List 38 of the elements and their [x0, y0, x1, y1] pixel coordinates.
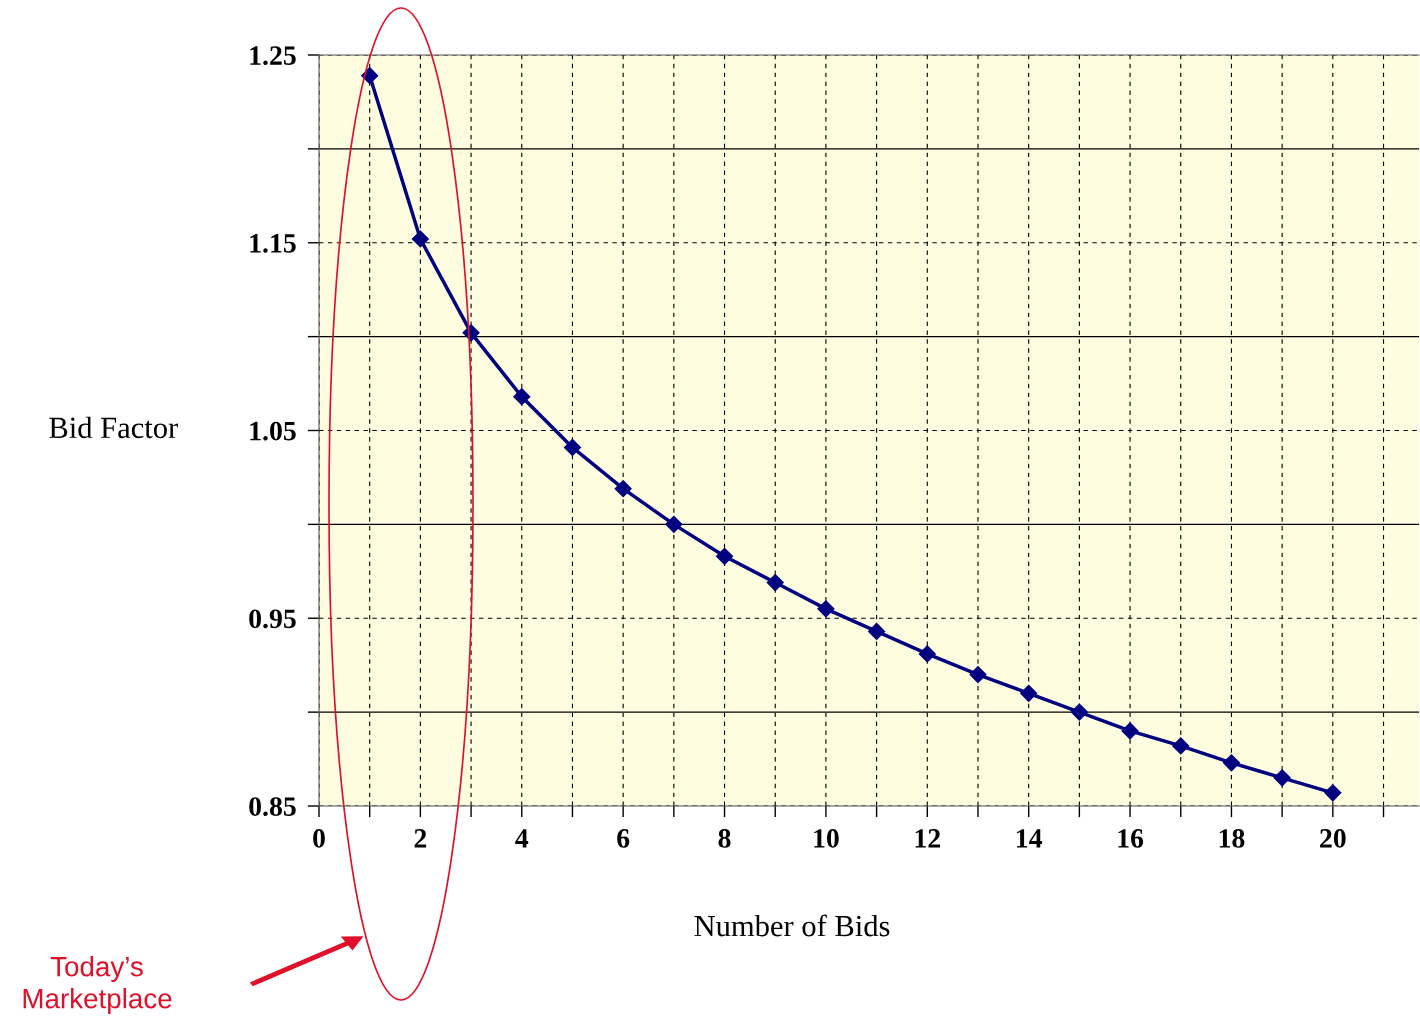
- point: [1324, 784, 1342, 802]
- x-tick-label: 6: [617, 829, 630, 848]
- y-tick-label: 0.95: [249, 609, 296, 629]
- point: [918, 645, 936, 663]
- point: [1273, 769, 1291, 787]
- x-tick-label: 14: [1017, 829, 1043, 848]
- point: [411, 230, 429, 248]
- x-tick-label: 8: [718, 829, 731, 848]
- x-tick-label: 16: [1118, 829, 1144, 848]
- x-tick-label: 10: [814, 829, 839, 848]
- point: [1020, 684, 1038, 702]
- point: [1070, 703, 1088, 721]
- point: [868, 622, 886, 640]
- x-tick-label: 18: [1219, 829, 1245, 848]
- point: [361, 67, 379, 85]
- point: [715, 547, 734, 565]
- y-tick-label: 1.05: [250, 421, 296, 441]
- point: [513, 388, 531, 406]
- point: [614, 480, 632, 498]
- point: [1121, 722, 1139, 740]
- y-tick-label: 0.85: [249, 797, 296, 817]
- point: [969, 666, 987, 684]
- point: [817, 600, 835, 618]
- point: [1222, 754, 1240, 772]
- point: [1172, 737, 1190, 755]
- x-axis-title: Number of Bids: [694, 914, 890, 937]
- x-tick-label: 12: [915, 829, 940, 848]
- point: [665, 515, 683, 533]
- x-tick-label: 4: [515, 829, 529, 848]
- point: [563, 438, 582, 456]
- x-tick-label: 20: [1320, 829, 1346, 848]
- y-axis-title: Bid Factor: [49, 416, 178, 439]
- text: Today’s Marketplace: [23, 956, 172, 1014]
- x-tick-label: 2: [414, 829, 427, 848]
- y-tick-label: 1.25: [250, 46, 296, 66]
- point: [766, 574, 784, 592]
- y-tick-label: 1.15: [250, 234, 296, 253]
- x-tick-label: 0: [313, 829, 325, 848]
